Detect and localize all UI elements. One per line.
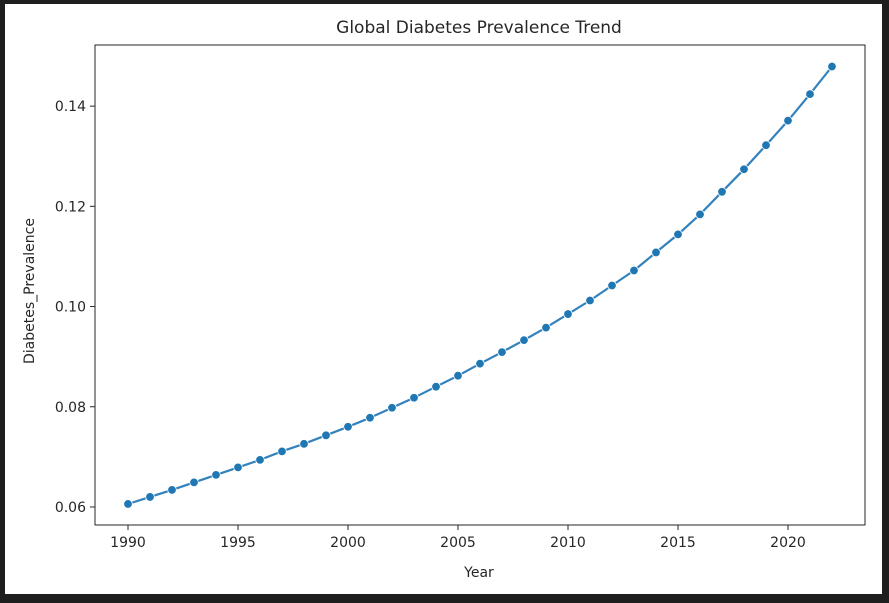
line-chart: Global Diabetes Prevalence Trend 1990 199… [22, 18, 866, 581]
data-point [123, 499, 133, 509]
y-tick-label: 0.08 [55, 400, 86, 416]
plot-frame [94, 44, 866, 526]
data-point [717, 187, 727, 197]
data-point [805, 89, 815, 99]
data-point [189, 477, 199, 488]
data-point [343, 422, 353, 432]
y-tick-label: 0.06 [55, 500, 86, 516]
series-line [127, 65, 833, 506]
data-point [255, 455, 265, 465]
data-point [431, 382, 441, 392]
x-tick-label: 2010 [550, 535, 586, 551]
data-point [321, 430, 331, 441]
data-point [607, 280, 617, 291]
data-point [563, 309, 573, 319]
data-point [475, 358, 485, 369]
data-point [827, 61, 837, 72]
chart-title: Global Diabetes Prevalence Trend [336, 18, 622, 38]
data-point [167, 485, 177, 495]
data-point [761, 140, 771, 150]
x-tick-label: 2005 [440, 535, 476, 551]
data-point [145, 492, 155, 502]
data-point [497, 347, 507, 357]
data-point [453, 370, 463, 381]
y-tick-label: 0.14 [55, 99, 86, 115]
x-tick-label: 1990 [110, 535, 146, 551]
data-point [541, 322, 551, 333]
figure-canvas: Global Diabetes Prevalence Trend 1990 199… [5, 4, 882, 594]
x-tick-label: 1995 [220, 535, 256, 551]
data-point [365, 413, 375, 423]
x-tick-label: 2015 [660, 535, 696, 551]
data-point [233, 462, 243, 473]
data-point [277, 446, 287, 457]
data-point [409, 393, 419, 403]
y-tick-label: 0.12 [55, 199, 86, 215]
data-point [651, 247, 661, 258]
data-point [211, 470, 221, 480]
data-point [739, 164, 749, 174]
data-point [299, 439, 309, 449]
data-point [585, 295, 595, 306]
data-point [387, 403, 397, 413]
y-axis-label: Diabetes_Prevalence [22, 218, 38, 364]
data-point [673, 229, 683, 240]
x-tick-label: 2020 [770, 535, 806, 551]
x-axis-label: Year [463, 565, 494, 581]
x-tick-label: 2000 [330, 535, 366, 551]
data-point [695, 209, 705, 220]
data-point [519, 335, 529, 345]
y-tick-label: 0.10 [55, 300, 86, 316]
data-point [629, 265, 639, 276]
data-point [783, 115, 793, 126]
